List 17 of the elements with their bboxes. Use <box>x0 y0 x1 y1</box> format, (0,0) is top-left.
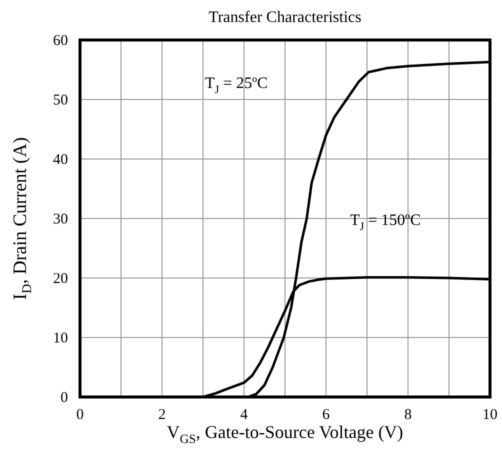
y-tick-label: 10 <box>53 330 68 346</box>
x-tick-label: 4 <box>240 407 248 423</box>
y-tick-label: 60 <box>53 33 68 49</box>
y-tick-label: 40 <box>53 152 68 168</box>
x-axis-title: V$_{GS}$, Gate-to-Source Voltage (V) <box>166 422 404 446</box>
annotation: T$_{J}$ = 150ºC <box>350 212 421 233</box>
chart-title: Transfer Characteristics <box>208 9 362 26</box>
y-tick-label: 50 <box>53 92 68 108</box>
x-tick-label: 0 <box>76 407 84 423</box>
y-tick-label: 0 <box>60 390 68 406</box>
y-tick-label: 30 <box>53 212 68 228</box>
x-tick-label: 8 <box>404 407 412 423</box>
y-tick-label: 20 <box>53 271 68 287</box>
annotation: T$_{J}$ = 25ºC <box>205 75 268 96</box>
x-tick-label: 2 <box>158 407 166 423</box>
x-tick-label: 10 <box>482 407 498 423</box>
x-tick-label: 6 <box>322 407 330 423</box>
